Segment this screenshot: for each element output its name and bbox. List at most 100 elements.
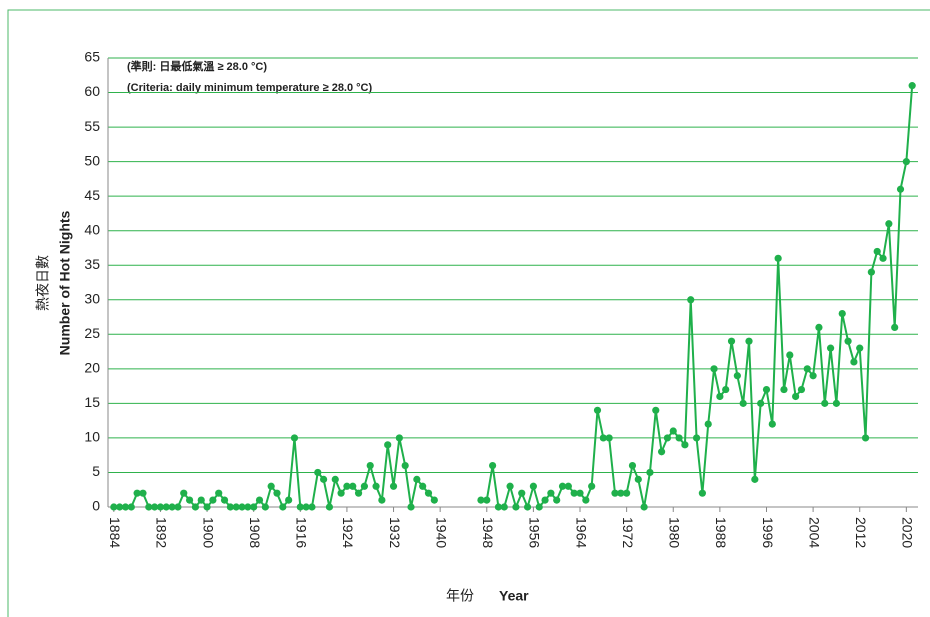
data-point — [640, 503, 648, 511]
data-point — [628, 461, 637, 470]
data-point — [588, 482, 596, 490]
data-point — [285, 496, 293, 504]
data-point — [547, 489, 555, 497]
data-point — [704, 420, 712, 428]
y-tick-label: 10 — [84, 429, 100, 445]
data-point — [354, 489, 363, 497]
data-point — [238, 503, 246, 511]
data-point — [506, 482, 514, 490]
data-point — [809, 372, 817, 380]
data-point — [116, 503, 124, 511]
data-point — [250, 503, 258, 511]
y-tick-label: 35 — [84, 256, 100, 272]
data-point — [296, 503, 304, 511]
data-point — [570, 489, 578, 497]
data-point — [209, 496, 217, 504]
data-point — [273, 489, 281, 497]
data-point — [605, 434, 613, 442]
data-point — [360, 482, 369, 490]
data-point — [675, 434, 683, 442]
x-tick-label: 1988 — [713, 517, 729, 548]
data-point — [762, 385, 771, 394]
data-point — [325, 503, 334, 511]
data-point — [401, 461, 409, 470]
data-point — [745, 337, 753, 345]
data-point — [384, 441, 392, 449]
data-point — [279, 503, 287, 511]
y-tick-label: 20 — [84, 360, 100, 376]
data-point — [483, 496, 491, 504]
y-tick-label: 15 — [84, 394, 100, 410]
data-point — [698, 489, 706, 497]
data-point — [558, 482, 567, 490]
x-tick-label: 1892 — [154, 517, 170, 548]
series-line — [113, 85, 914, 511]
x-tick-label: 1980 — [667, 517, 683, 548]
x-tick-label: 1932 — [387, 517, 403, 548]
data-point — [902, 158, 910, 166]
data-point — [873, 247, 881, 256]
data-point — [290, 434, 299, 442]
data-point — [535, 503, 543, 511]
x-tick-label: 1996 — [760, 517, 776, 548]
data-point — [244, 503, 252, 511]
data-point — [838, 309, 846, 318]
data-point — [489, 461, 497, 470]
data-point — [867, 268, 875, 276]
data-point — [337, 489, 345, 497]
annotation: (Criteria: daily minimum temperature ≥ 2… — [127, 82, 373, 94]
y-axis-label: 熱夜日數 — [35, 255, 51, 311]
y-tick-label: 0 — [92, 498, 100, 514]
data-point — [185, 496, 194, 504]
data-point — [226, 503, 234, 511]
data-point — [576, 489, 584, 497]
data-point — [617, 489, 625, 497]
data-point — [518, 489, 526, 497]
data-point — [856, 344, 864, 352]
x-tick-label: 1940 — [433, 517, 449, 548]
data-point — [553, 496, 561, 504]
data-point — [885, 220, 893, 228]
data-point — [523, 503, 532, 511]
data-point — [320, 475, 328, 483]
y-tick-label: 5 — [92, 463, 100, 479]
data-point — [896, 185, 905, 193]
x-tick-label: 1924 — [340, 517, 356, 548]
data-point — [220, 496, 229, 504]
data-point — [716, 392, 724, 401]
data-point — [156, 503, 165, 511]
data-point — [477, 496, 485, 504]
data-point — [162, 503, 170, 511]
data-point — [821, 399, 829, 407]
data-point — [593, 406, 602, 414]
data-point — [424, 489, 433, 497]
data-point — [733, 372, 741, 380]
data-point — [512, 503, 520, 511]
x-tick-label: 2020 — [900, 517, 916, 548]
data-point — [302, 503, 310, 511]
x-tick-label: 1948 — [480, 517, 496, 548]
data-point — [669, 427, 677, 435]
data-point — [722, 385, 730, 394]
data-point — [215, 489, 223, 497]
data-point — [623, 489, 631, 497]
data-point — [395, 434, 403, 442]
y-tick-label: 45 — [84, 187, 100, 203]
data-point — [710, 365, 718, 373]
data-point — [780, 385, 788, 394]
data-point — [891, 323, 899, 331]
data-point — [751, 475, 759, 483]
data-point — [786, 351, 794, 359]
data-point — [564, 482, 572, 490]
data-point — [145, 503, 153, 511]
data-point — [366, 461, 374, 470]
data-point — [197, 496, 205, 504]
data-point — [541, 496, 549, 504]
data-point — [657, 448, 666, 456]
data-point — [372, 482, 380, 490]
data-point — [430, 496, 438, 504]
data-point — [331, 475, 339, 483]
x-tick-label: 2004 — [806, 517, 822, 548]
